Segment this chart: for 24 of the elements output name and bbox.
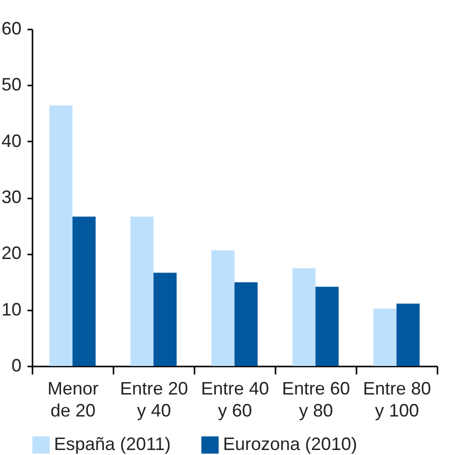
bar — [130, 216, 154, 366]
bar — [49, 105, 72, 366]
bar — [72, 216, 96, 366]
x-tick-label: Entre 80 y 100 — [362, 378, 432, 420]
bar — [211, 250, 234, 366]
legend-label: España (2011) — [54, 434, 171, 454]
bar — [292, 268, 316, 366]
y-tick-label: 0 — [11, 356, 22, 376]
y-tick-label: 40 — [1, 130, 22, 151]
y-tick-label: 20 — [1, 243, 22, 264]
bar — [316, 286, 339, 366]
y-tick-label: 30 — [1, 187, 22, 207]
y-tick-label: 50 — [1, 74, 22, 95]
bar — [154, 272, 177, 366]
y-tick-label: 10 — [1, 299, 22, 320]
x-tick-label: Entre 60 y 80 — [282, 378, 350, 420]
x-tick-label: Entre 20 y 40 — [120, 378, 188, 420]
x-tick-label: Entre 40 y 60 — [200, 378, 270, 420]
bar — [396, 304, 420, 366]
x-tick-label: Menor de 20 — [47, 378, 99, 420]
legend-label: Eurozona (2010) — [223, 434, 358, 454]
bar — [373, 308, 396, 366]
y-tick-label: 60 — [1, 18, 22, 38]
bar — [234, 282, 258, 366]
